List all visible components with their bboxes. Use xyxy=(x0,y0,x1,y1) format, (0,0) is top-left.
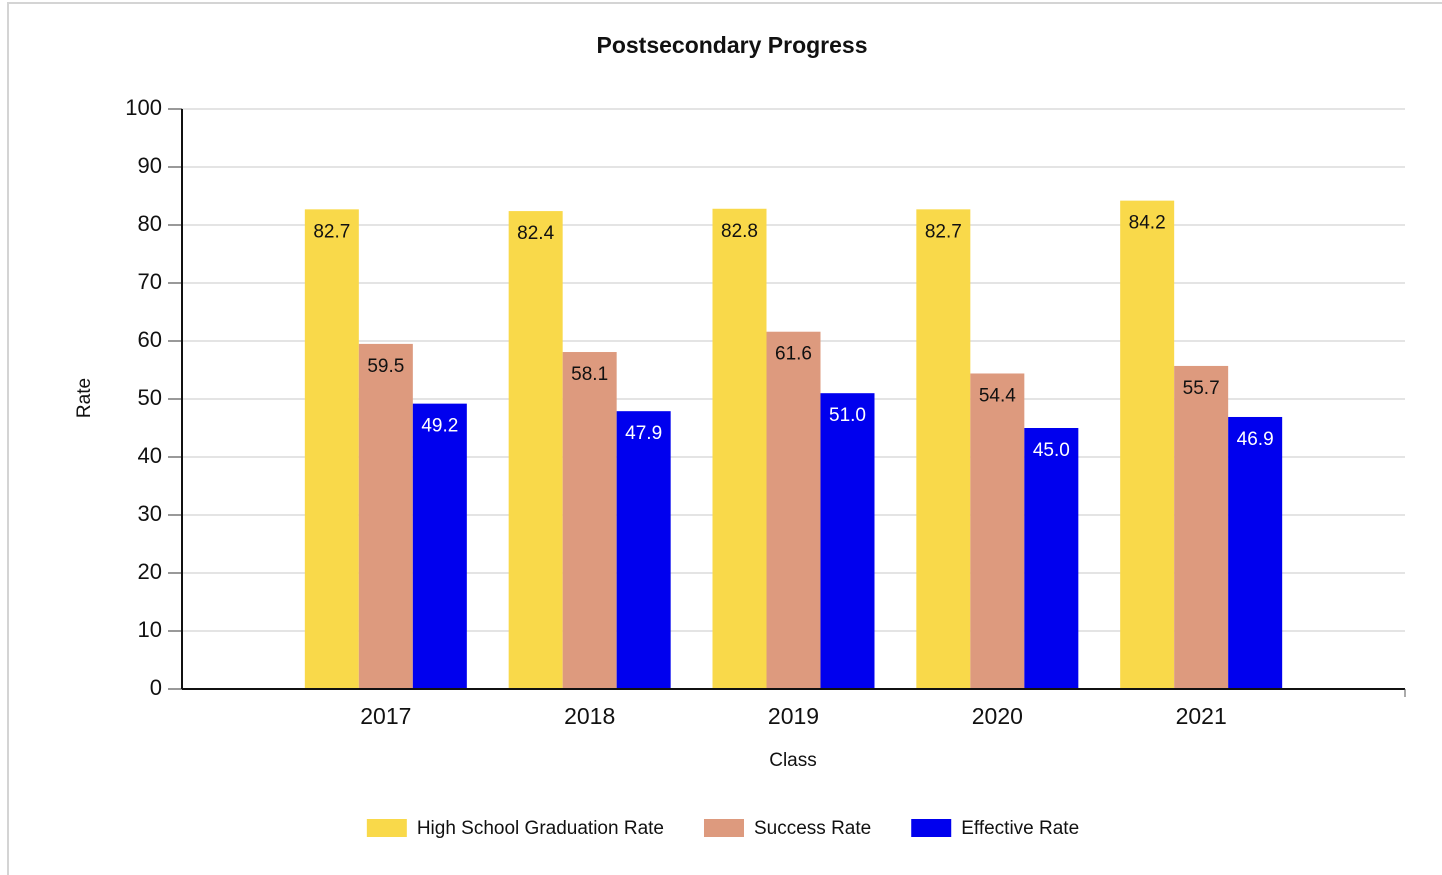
x-tick-label: 2020 xyxy=(972,703,1023,729)
bar xyxy=(916,209,971,689)
y-tick-label: 30 xyxy=(138,501,162,526)
bar xyxy=(712,208,767,689)
legend-label: Effective Rate xyxy=(961,818,1079,839)
bar xyxy=(1024,428,1079,689)
x-tick-label: 2018 xyxy=(564,703,615,729)
y-tick-label: 50 xyxy=(138,385,162,410)
bar xyxy=(970,373,1025,689)
bar xyxy=(358,343,413,689)
y-tick-label: 10 xyxy=(138,617,162,642)
y-tick-label: 20 xyxy=(138,559,162,584)
y-tick-label: 100 xyxy=(125,95,162,120)
bar xyxy=(820,393,875,689)
data-label: 51.0 xyxy=(829,405,866,426)
bar xyxy=(304,209,359,689)
bar xyxy=(1228,416,1283,689)
bar xyxy=(616,411,671,689)
x-axis-label: Class xyxy=(769,750,817,771)
data-label: 84.2 xyxy=(1129,213,1166,234)
data-label: 55.7 xyxy=(1183,378,1220,399)
data-label: 45.0 xyxy=(1033,440,1070,461)
y-tick-label: 80 xyxy=(138,211,162,236)
bar xyxy=(508,211,563,689)
y-tick-label: 90 xyxy=(138,153,162,178)
bar xyxy=(562,352,617,689)
legend-label: Success Rate xyxy=(754,818,871,839)
chart-title: Postsecondary Progress xyxy=(596,32,867,58)
x-tick-label: 2019 xyxy=(768,703,819,729)
bar xyxy=(1174,365,1229,689)
y-axis-label: Rate xyxy=(74,378,95,418)
data-label: 82.7 xyxy=(925,221,962,242)
data-label: 49.2 xyxy=(421,416,458,437)
data-label: 58.1 xyxy=(571,364,608,385)
frame xyxy=(7,2,1442,875)
x-tick-label: 2021 xyxy=(1176,703,1227,729)
data-label: 59.5 xyxy=(367,356,404,377)
data-label: 47.9 xyxy=(625,423,662,444)
legend-swatch xyxy=(911,819,952,837)
data-label: 82.7 xyxy=(313,221,350,242)
bar xyxy=(412,403,467,689)
data-label: 54.4 xyxy=(979,385,1016,406)
y-tick-label: 0 xyxy=(150,675,162,700)
x-tick-label: 2017 xyxy=(360,703,411,729)
bar xyxy=(766,331,821,689)
y-tick-label: 70 xyxy=(138,269,162,294)
y-tick-label: 60 xyxy=(138,327,162,352)
data-label: 82.4 xyxy=(517,223,554,244)
legend-swatch xyxy=(703,819,744,837)
legend-swatch xyxy=(366,819,407,837)
data-label: 82.8 xyxy=(721,221,758,242)
bar xyxy=(1120,200,1175,689)
data-label: 61.6 xyxy=(775,344,812,365)
data-label: 46.9 xyxy=(1237,429,1274,450)
legend-label: High School Graduation Rate xyxy=(417,818,664,839)
y-tick-label: 40 xyxy=(138,443,162,468)
